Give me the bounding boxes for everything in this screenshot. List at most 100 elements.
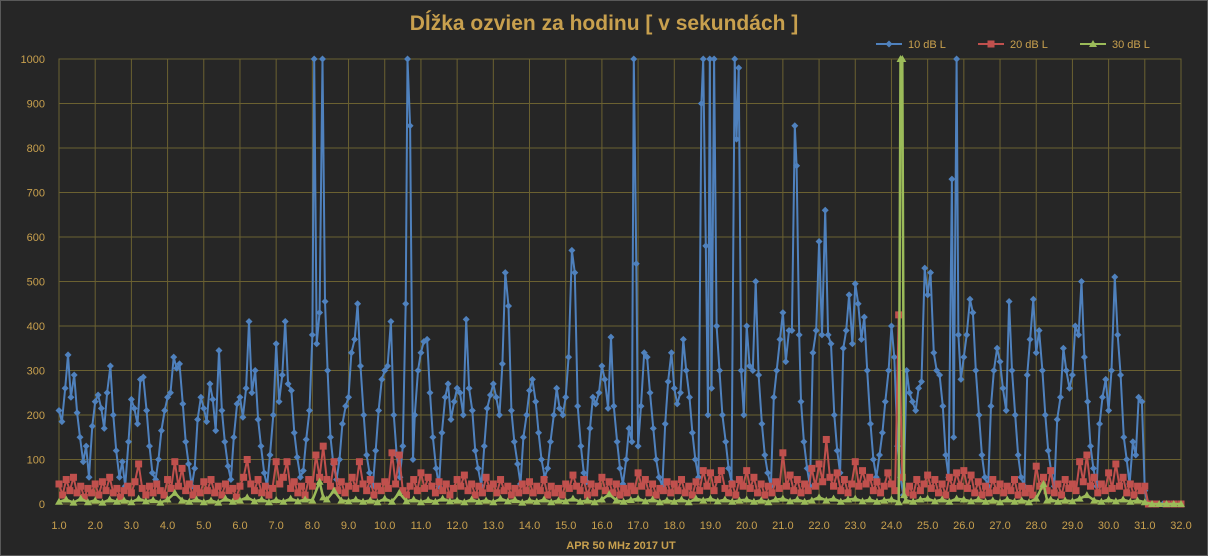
- data-point: [88, 422, 96, 430]
- data-point: [254, 415, 262, 423]
- data-point: [55, 480, 63, 488]
- data-point: [982, 482, 990, 490]
- x-tick-label: 23.0: [845, 520, 866, 532]
- data-point: [1132, 451, 1140, 459]
- data-point: [761, 451, 769, 459]
- data-point: [1053, 497, 1062, 505]
- data-point: [1104, 495, 1113, 503]
- data-point: [1075, 494, 1084, 502]
- data-point: [713, 322, 721, 330]
- data-point: [713, 497, 722, 505]
- data-point: [366, 476, 374, 484]
- data-point: [410, 476, 418, 484]
- data-point: [779, 449, 787, 457]
- data-point: [236, 393, 244, 401]
- data-point: [373, 498, 382, 506]
- data-point: [673, 400, 681, 408]
- data-point: [688, 429, 696, 437]
- data-point: [265, 491, 273, 499]
- data-point: [345, 393, 353, 401]
- data-point: [453, 384, 461, 392]
- data-point: [404, 55, 412, 63]
- data-point: [1061, 476, 1069, 484]
- data-point: [778, 494, 787, 502]
- data-point: [170, 488, 179, 496]
- data-point: [987, 40, 995, 48]
- data-point: [568, 494, 577, 502]
- data-point: [591, 489, 599, 497]
- data-point: [117, 493, 125, 501]
- data-point: [149, 489, 157, 497]
- x-tick-label: 19.0: [700, 520, 721, 532]
- data-point: [985, 489, 993, 497]
- data-point: [942, 451, 950, 459]
- data-point: [496, 494, 505, 502]
- data-point: [236, 482, 244, 490]
- data-point: [344, 497, 353, 505]
- data-point: [112, 447, 120, 455]
- data-point: [869, 456, 877, 463]
- data-point: [1066, 384, 1074, 392]
- data-point: [923, 494, 932, 502]
- data-point: [921, 264, 929, 272]
- data-point: [511, 495, 520, 503]
- data-point: [556, 404, 564, 412]
- data-point: [691, 456, 699, 463]
- data-point: [664, 378, 672, 386]
- data-point: [839, 344, 847, 352]
- data-point: [439, 487, 447, 495]
- data-point: [514, 460, 522, 468]
- data-point: [667, 349, 675, 357]
- data-point: [822, 435, 830, 443]
- data-point: [1096, 420, 1104, 428]
- data-point: [218, 407, 226, 415]
- data-point: [330, 458, 338, 466]
- data-point: [749, 497, 758, 505]
- data-point: [1123, 489, 1131, 497]
- data-point: [1010, 497, 1019, 505]
- data-point: [59, 491, 67, 499]
- data-point: [648, 495, 657, 503]
- data-point: [505, 302, 513, 310]
- data-point: [573, 482, 581, 490]
- data-point: [493, 489, 501, 497]
- data-point: [536, 487, 544, 495]
- data-point: [577, 442, 585, 450]
- data-point: [135, 460, 143, 468]
- data-point: [276, 480, 284, 488]
- data-point: [79, 458, 87, 466]
- data-point: [1126, 480, 1134, 488]
- data-point: [931, 476, 939, 484]
- data-point: [764, 482, 772, 490]
- data-point: [576, 487, 584, 495]
- data-point: [605, 490, 614, 498]
- data-point: [200, 478, 208, 486]
- data-point: [876, 451, 884, 459]
- data-point: [622, 456, 630, 463]
- data-point: [743, 322, 751, 330]
- data-point: [725, 489, 733, 497]
- data-point: [73, 409, 81, 417]
- data-point: [837, 487, 845, 495]
- plot-area-border: [58, 58, 1182, 505]
- y-tick-label: 700: [27, 188, 45, 200]
- data-point: [963, 484, 971, 492]
- data-point: [399, 442, 407, 450]
- data-point: [954, 331, 962, 339]
- data-point: [623, 489, 631, 497]
- data-point: [1014, 491, 1022, 499]
- data-point: [127, 498, 136, 506]
- data-point: [906, 389, 914, 397]
- data-point: [85, 473, 93, 481]
- data-point: [935, 489, 943, 497]
- data-point: [1082, 491, 1091, 499]
- data-point: [120, 487, 128, 495]
- data-point: [324, 367, 332, 374]
- data-point: [952, 494, 961, 502]
- data-point: [913, 476, 921, 484]
- data-point: [318, 55, 326, 63]
- data-point: [182, 487, 190, 495]
- data-point: [1043, 487, 1051, 495]
- data-point: [103, 389, 111, 397]
- data-point: [535, 429, 543, 437]
